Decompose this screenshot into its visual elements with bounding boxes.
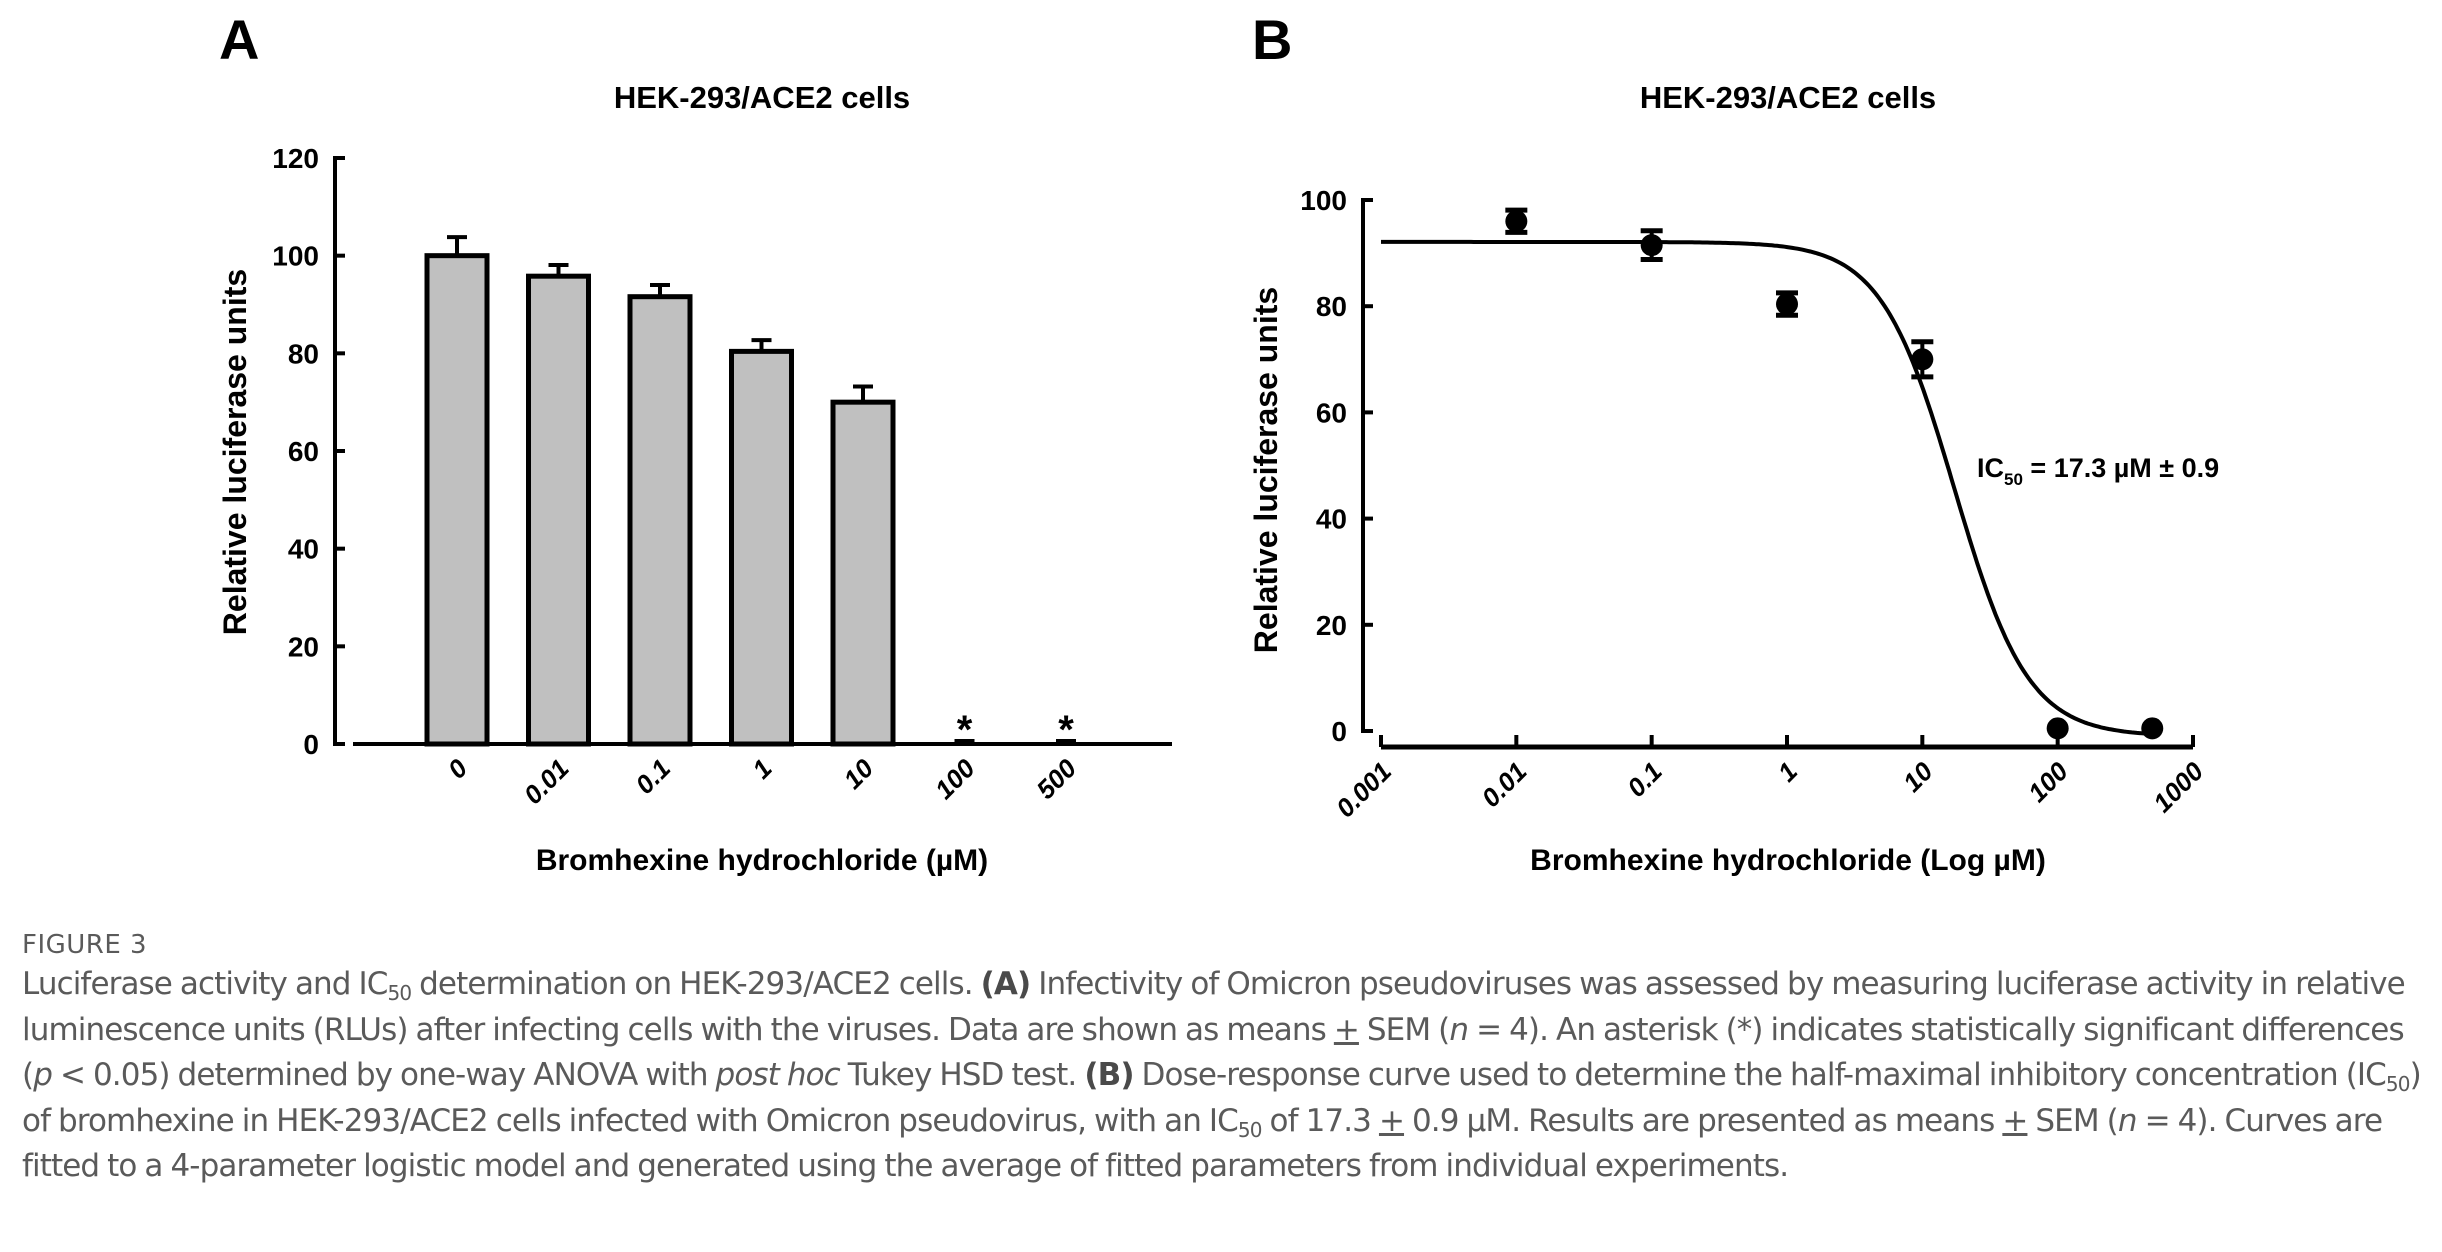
x-tick-label: 0.1 <box>1621 756 1668 803</box>
caption-italic-n: n <box>2117 1102 2138 1139</box>
bar <box>729 348 794 747</box>
y-tick-label: 40 <box>1316 504 1347 535</box>
caption-seg: Tukey HSD test. <box>839 1057 1085 1093</box>
data-point <box>1776 293 1798 316</box>
data-point <box>1911 348 1934 371</box>
ic50-annotation-prefix: IC <box>1977 453 2004 483</box>
caption-seg: 0.9 µM. Results are presented as means <box>1404 1102 2003 1139</box>
panel-b-fit-curve <box>1381 239 2153 736</box>
x-tick-label: 500 <box>1030 753 1082 805</box>
figure-3: A HEK-293/ACE2 cells Relative luciferase… <box>217 8 2219 877</box>
x-tick-label: 0.1 <box>629 753 676 800</box>
bar <box>424 253 490 747</box>
caption-seg: < 0.05) determined by one-way ANOVA with <box>51 1057 716 1093</box>
x-tick-label: 100 <box>2022 756 2074 808</box>
caption-panel-b-ref: (B) <box>1084 1057 1134 1093</box>
panel-a-y-axis-label: Relative luciferase units <box>217 269 253 635</box>
y-tick-label: 80 <box>288 338 319 369</box>
caption-seg: = 4). An asterisk (*) indicates statisti… <box>22 1011 2405 1094</box>
panel-b-dose-response: B HEK-293/ACE2 cells Relative luciferase… <box>1248 8 2219 877</box>
panel-a-x-axis-label: Bromhexine hydrochloride (µM) <box>536 844 988 877</box>
x-tick-label: 0.001 <box>1330 756 1397 823</box>
data-point <box>1505 210 1528 233</box>
panel-a-label: A <box>219 8 259 71</box>
y-tick-label: 80 <box>1316 291 1347 322</box>
caption-seg: SEM ( <box>1358 1011 1450 1048</box>
caption-seg: Infectivity of Omicron pseudoviruses was… <box>22 966 2406 1048</box>
x-tick-label: 1 <box>1772 756 1803 787</box>
panel-a-bar-chart: A HEK-293/ACE2 cells Relative luciferase… <box>217 8 1172 877</box>
caption-seg: ) of bromhexine in HEK-293/ACE2 cells in… <box>22 1057 2422 1139</box>
figure-caption: FIGURE 3 Luciferase activity and IC50 de… <box>22 928 2432 1190</box>
y-tick-label: 120 <box>272 143 319 174</box>
figure-label: FIGURE 3 <box>22 930 148 960</box>
y-tick-label: 20 <box>1316 610 1347 641</box>
caption-text: Luciferase activity and IC50 determinati… <box>22 962 2432 1190</box>
bar <box>627 294 693 747</box>
bar <box>830 399 896 747</box>
panel-a-bars: 0 0.01 0.1 1 10*100*500 <box>424 235 1083 810</box>
panel-a-axes: 0 20 40 60 80 100 120 <box>272 143 1172 760</box>
x-tick-label: 1000 <box>2147 756 2209 818</box>
caption-italic-p: p <box>33 1057 53 1093</box>
panel-b-y-axis-label: Relative luciferase units <box>1248 287 1284 653</box>
x-tick-label: 10 <box>838 753 880 795</box>
y-tick-label: 40 <box>288 534 319 565</box>
x-tick-label: 0 <box>442 753 474 785</box>
ic50-annotation: IC50 = 17.3 µM ± 0.9 <box>1977 453 2219 489</box>
ic50-annotation-value: = 17.3 µM ± 0.9 <box>2023 453 2219 483</box>
ic50-annotation-subscript: 50 <box>2004 470 2023 489</box>
x-tick-label: 100 <box>929 753 981 805</box>
caption-subscript: 50 <box>387 981 413 1005</box>
y-tick-label: 20 <box>288 631 319 662</box>
panel-b-x-axis-label: Bromhexine hydrochloride (Log µM) <box>1530 844 2046 877</box>
caption-plus-minus: + <box>2002 1102 2028 1139</box>
y-tick-label: 0 <box>303 729 319 760</box>
y-tick-label: 60 <box>1316 397 1347 428</box>
caption-plus-minus: + <box>1378 1102 1405 1139</box>
caption-panel-a-ref: (A) <box>980 966 1032 1002</box>
y-tick-label: 60 <box>288 436 319 467</box>
panel-b-title: HEK-293/ACE2 cells <box>1640 80 1936 115</box>
caption-seg: of 17.3 <box>1261 1102 1379 1139</box>
x-tick-label: 1 <box>746 753 777 784</box>
caption-subscript: 50 <box>2385 1072 2411 1096</box>
panel-b-points <box>1505 207 2164 740</box>
bar <box>526 273 591 747</box>
significance-asterisk: * <box>957 708 973 752</box>
data-point <box>2046 717 2069 740</box>
data-point <box>2141 717 2164 740</box>
y-tick-label: 0 <box>1331 716 1347 747</box>
caption-seg: Dose-response curve used to determine th… <box>1133 1057 2387 1093</box>
caption-italic-n: n <box>1449 1011 1469 1048</box>
caption-seg: Luciferase activity and IC <box>22 966 388 1002</box>
fit-curve-path <box>1381 239 2153 736</box>
panel-a-title: HEK-293/ACE2 cells <box>614 80 910 115</box>
y-tick-label: 100 <box>1300 185 1347 216</box>
panel-b-axes: 0 20 40 60 80 100 0.001 0.01 0.1 1 10 100 1000 <box>1300 185 2209 823</box>
caption-seg: determination on HEK-293/ACE2 cells. <box>411 966 981 1002</box>
x-tick-label: 0.01 <box>1476 756 1533 813</box>
y-tick-label: 100 <box>272 241 319 272</box>
significance-asterisk: * <box>1058 708 1074 752</box>
x-tick-label: 0.01 <box>518 753 575 810</box>
caption-seg: SEM ( <box>2027 1102 2118 1139</box>
caption-italic-posthoc: post hoc <box>715 1057 841 1093</box>
x-tick-label: 10 <box>1897 756 1939 798</box>
data-point <box>1640 234 1663 257</box>
caption-seg: = 4). Curves are fitted to a 4-parameter… <box>22 1102 2383 1185</box>
caption-subscript: 50 <box>1237 1117 1263 1142</box>
panel-b-label: B <box>1252 8 1292 71</box>
caption-plus-minus: + <box>1333 1011 1360 1048</box>
